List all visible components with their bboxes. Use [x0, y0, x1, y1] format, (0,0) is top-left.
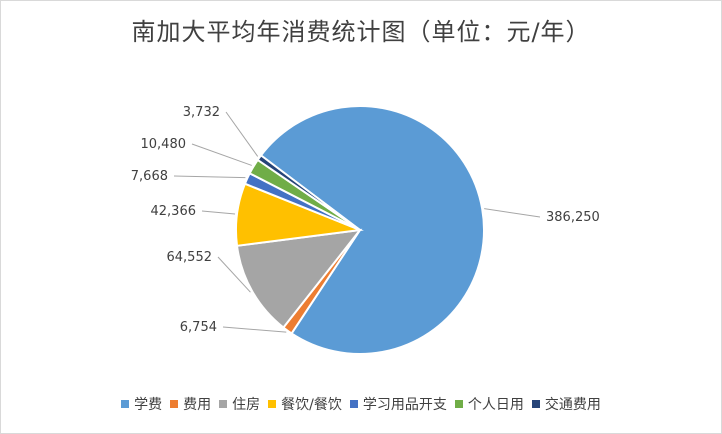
data-label: 3,732: [183, 105, 220, 120]
data-label: 10,480: [141, 137, 187, 152]
chart-title: 南加大平均年消费统计图（单位：元/年）: [131, 18, 591, 46]
legend-swatch: [219, 400, 228, 408]
legend-item: 住房: [219, 394, 260, 414]
legend-item: 餐饮/餐饮: [268, 394, 342, 414]
legend-item: 学费: [121, 394, 162, 414]
legend-item: 学习用品开支: [349, 394, 447, 414]
legend-swatch: [349, 400, 358, 408]
legend-label: 住房: [232, 397, 261, 413]
leader-line: [222, 326, 287, 333]
legend-label: 费用: [183, 397, 212, 413]
leader-line: [217, 256, 251, 293]
data-label: 386,250: [546, 210, 600, 225]
legend-swatch: [170, 400, 179, 408]
chart-legend: 学费 费用 住房 餐饮/餐饮 学习用品开支 个人日用 交通费用: [0, 394, 722, 414]
data-label: 6,754: [180, 320, 217, 335]
leader-line: [225, 111, 259, 157]
legend-item: 个人日用: [454, 394, 524, 414]
legend-swatch: [531, 400, 540, 408]
legend-swatch: [121, 400, 130, 408]
leader-line: [484, 208, 541, 218]
legend-label: 个人日用: [467, 397, 524, 413]
legend-label: 学费: [134, 397, 163, 413]
legend-swatch: [268, 400, 277, 408]
pie-slice: [259, 105, 485, 355]
legend-item: 费用: [170, 394, 211, 414]
data-label: 64,552: [167, 250, 213, 265]
pie-slice: [256, 153, 361, 231]
leader-line: [191, 143, 252, 166]
legend-label: 餐饮/餐饮: [281, 397, 342, 413]
data-label: 7,668: [131, 169, 168, 184]
pie-slice: [235, 228, 363, 329]
data-label: 42,366: [151, 204, 197, 219]
legend-swatch: [454, 400, 463, 408]
legend-label: 交通费用: [544, 397, 601, 413]
legend-label: 学习用品开支: [362, 397, 447, 413]
legend-item: 交通费用: [531, 394, 601, 414]
leader-line: [201, 210, 236, 215]
leader-line: [173, 175, 246, 179]
